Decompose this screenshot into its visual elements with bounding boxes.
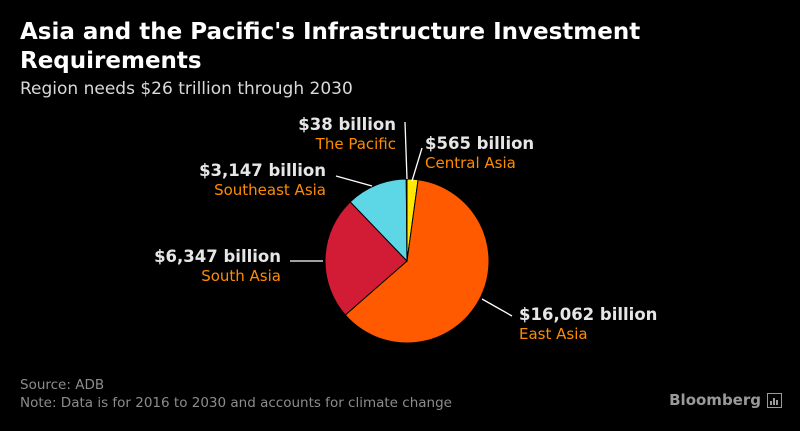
chart-title: Asia and the Pacific's Infrastructure In… (20, 19, 641, 74)
pie-slice-southeast-asia (349, 178, 408, 263)
category-label-south-asia: South Asia (201, 267, 281, 285)
value-label-southeast-asia: $3,147 billion (199, 161, 326, 180)
leader-line-southeast-asia (335, 175, 373, 187)
category-label-southeast-asia: Southeast Asia (214, 181, 326, 199)
value-label-central-asia: $565 billion (425, 134, 534, 153)
source-note: Source: ADB (20, 377, 105, 393)
bloomberg-logo: Bloomberg (669, 391, 782, 409)
pie-slice-south-asia (324, 201, 408, 316)
value-label-the-pacific: $38 billion (298, 115, 396, 134)
chart-icon (767, 392, 782, 408)
leader-line-the-pacific (404, 121, 408, 180)
value-label-south-asia: $6,347 billion (154, 247, 281, 266)
value-label-east-asia: $16,062 billion (519, 305, 657, 324)
brand-name: Bloomberg (669, 391, 761, 409)
category-label-the-pacific: The Pacific (315, 135, 396, 153)
leader-line-east-asia (481, 298, 513, 317)
category-label-east-asia: East Asia (519, 325, 588, 343)
pie-slice-east-asia (344, 179, 490, 344)
leader-line-central-asia (411, 147, 423, 182)
footnote: Note: Data is for 2016 to 2030 and accou… (20, 395, 452, 411)
chart-subtitle: Region needs $26 trillion through 2030 (20, 79, 353, 99)
category-label-central-asia: Central Asia (425, 154, 516, 172)
